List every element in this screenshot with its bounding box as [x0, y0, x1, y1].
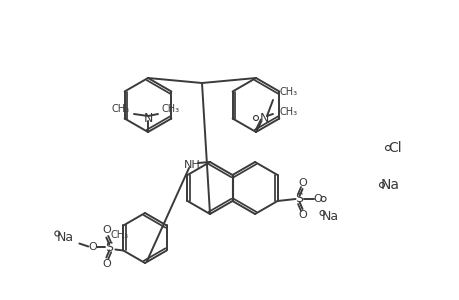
Text: N: N: [143, 112, 152, 125]
Text: CH₃: CH₃: [280, 87, 297, 97]
Text: O: O: [102, 260, 111, 269]
Text: O: O: [88, 242, 96, 253]
Text: O: O: [297, 210, 306, 220]
Text: S: S: [105, 241, 113, 254]
Text: CH₃: CH₃: [112, 104, 130, 114]
Text: O: O: [102, 226, 111, 236]
Text: N: N: [259, 112, 268, 125]
Text: NH: NH: [183, 160, 200, 170]
Text: Na: Na: [321, 211, 338, 224]
Text: S: S: [295, 193, 303, 206]
Text: CH₃: CH₃: [280, 107, 297, 117]
Text: CH₃: CH₃: [110, 230, 128, 241]
Text: Cl: Cl: [387, 141, 401, 155]
Text: O: O: [297, 178, 306, 188]
Text: Na: Na: [56, 231, 74, 244]
Text: Na: Na: [380, 178, 398, 192]
Text: O: O: [313, 194, 321, 204]
Text: CH₃: CH₃: [162, 104, 180, 114]
